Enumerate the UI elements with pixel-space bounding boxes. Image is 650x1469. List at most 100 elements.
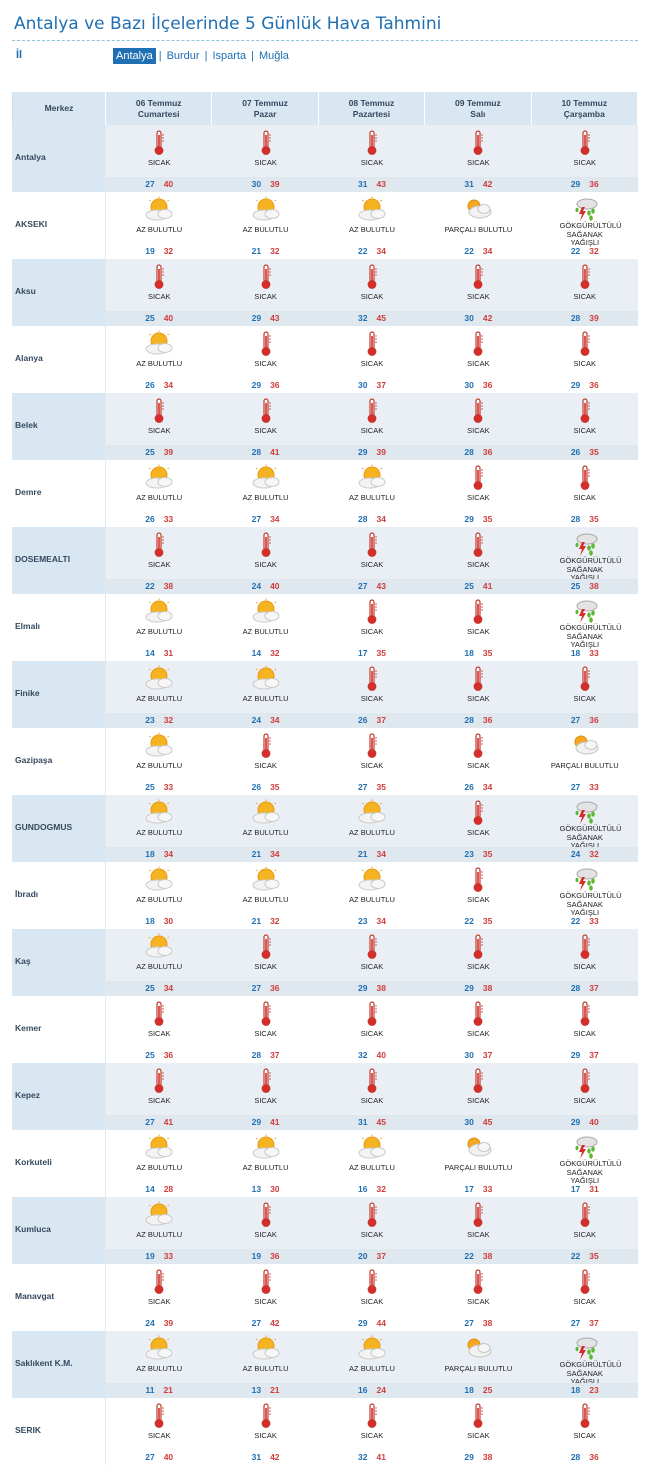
forecast-cell: SICAK 31 42 [425,125,532,192]
max-temp: 45 [482,1117,493,1127]
max-temp: 40 [163,179,174,189]
condition-label: SICAK [360,1096,384,1105]
province-link-antalya[interactable]: Antalya [113,48,156,64]
temps-band [106,579,213,594]
sun-cloud-icon [144,196,174,224]
forecast-cell: PARÇALI BULUTLU 22 34 [425,192,531,259]
temperature-range: 26 33 [106,514,212,524]
condition-label: GÖKGÜRÜLTÜLÜ SAĞANAK YAĞIŞLI [559,623,622,649]
temps-band [106,713,213,728]
thermometer-icon [570,263,600,291]
thermometer-icon [570,464,600,492]
thermometer-icon [570,1402,600,1430]
temperature-range: 29 37 [532,1050,638,1060]
thermometer-icon [251,1201,281,1229]
min-temp: 14 [145,648,155,658]
thermometer-icon [570,933,600,961]
min-temp: 29 [570,380,581,390]
min-temp: 18 [464,1385,474,1395]
forecast-cell: SICAK 17 35 [319,594,425,661]
forecast-cell: AZ BULUTLU 14 31 [106,594,212,661]
max-temp: 25 [482,1385,493,1395]
temperature-range: 18 23 [532,1385,638,1395]
table-row: GUNDOGMUS AZ BULUTLU 18 34 AZ BULUTLU 21 34 AZ … [12,795,638,862]
forecast-cell: GÖKGÜRÜLTÜLÜ SAĞANAK YAĞIŞLI 17 31 [532,1130,638,1197]
temperature-range: 28 37 [212,1050,318,1060]
temperature-range: 28 36 [425,447,531,457]
table-row: DOSEMEALTI SICAK 22 38 SICAK 24 40 SICAK 27 43 SIC… [12,527,638,594]
temperature-range: 28 36 [425,715,531,725]
thermometer-icon [251,129,281,157]
condition-label: SICAK [467,761,490,770]
max-temp: 24 [376,1385,386,1395]
min-temp: 29 [251,313,262,323]
temperature-range: 18 35 [425,648,531,658]
temps-band [531,579,638,594]
temps-band [318,445,426,460]
condition-label: SICAK [467,694,490,703]
forecast-cell: AZ BULUTLU 13 30 [212,1130,318,1197]
condition-label: SICAK [254,1230,277,1239]
max-temp: 37 [270,1050,280,1060]
condition-label: SICAK [360,694,384,703]
temperature-range: 22 33 [532,916,638,926]
forecast-cell: SICAK 23 35 [425,795,532,862]
max-temp: 32 [163,246,174,256]
condition-label: GÖKGÜRÜLTÜLÜ SAĞANAK YAĞIŞLI [559,824,622,850]
thermometer-icon [463,598,493,626]
max-temp: 32 [589,849,599,859]
city-cell: İbradı [12,862,106,929]
temps-band [531,713,638,728]
forecast-cell: SICAK 19 36 [212,1197,319,1264]
max-temp: 43 [270,313,280,323]
thermometer-icon [357,531,387,559]
forecast-cell: SICAK 26 34 [425,728,531,795]
province-link-muğla[interactable]: Muğla [258,50,289,62]
province-link-isparta[interactable]: Isparta [212,50,247,62]
temperature-range: 31 42 [425,179,531,189]
max-temp: 42 [270,1318,280,1328]
temperature-range: 28 35 [532,514,638,524]
thermometer-icon [251,330,281,358]
forecast-cell: SICAK 27 42 [212,1264,318,1331]
max-temp: 34 [270,715,280,725]
city-cell: Kaş [12,929,106,996]
temperature-range: 30 42 [425,313,531,323]
table-row: Demre AZ BULUTLU 26 33 AZ BULUTLU 27 34 AZ BULU… [12,460,638,527]
thermometer-icon [357,397,387,425]
temperature-range: 25 41 [425,581,531,591]
temperature-range: 17 33 [425,1184,531,1194]
max-temp: 41 [270,1117,280,1127]
min-temp: 11 [145,1385,155,1395]
condition-label: SICAK [573,359,597,368]
sun-cloud-icon [251,1335,281,1363]
province-link-burdur[interactable]: Burdur [166,50,200,62]
min-temp: 17 [570,1184,581,1194]
thermometer-icon [463,1000,493,1028]
forecast-cell: PARÇALI BULUTLU 27 33 [532,728,638,795]
forecast-cell: SICAK 31 42 [212,1398,318,1465]
condition-label: SICAK [147,426,171,435]
temps-band [425,1115,532,1130]
forecast-cell: SICAK 32 45 [318,259,426,326]
day-weekday: Cumartesi [137,108,180,119]
condition-label: SICAK [360,292,384,301]
thermometer-icon [357,1402,387,1430]
sun-cloud-icon [357,799,387,827]
city-cell: Kepez [12,1063,106,1130]
temps-band [318,1383,426,1398]
max-temp: 35 [482,916,493,926]
forecast-cell: SICAK 28 35 [532,460,638,527]
min-temp: 29 [464,1452,474,1462]
max-temp: 36 [589,1452,599,1462]
sun-cloud-icon [144,866,174,894]
forecast-cell: SICAK 25 40 [106,259,213,326]
min-temp: 22 [464,916,474,926]
min-temp: 23 [145,715,155,725]
max-temp: 37 [376,715,386,725]
forecast-cell: SICAK 22 35 [425,862,531,929]
max-temp: 28 [163,1184,174,1194]
forecast-cell: SICAK 25 36 [106,996,212,1063]
city-cell: SERIK [12,1398,106,1465]
max-temp: 36 [163,1050,174,1060]
